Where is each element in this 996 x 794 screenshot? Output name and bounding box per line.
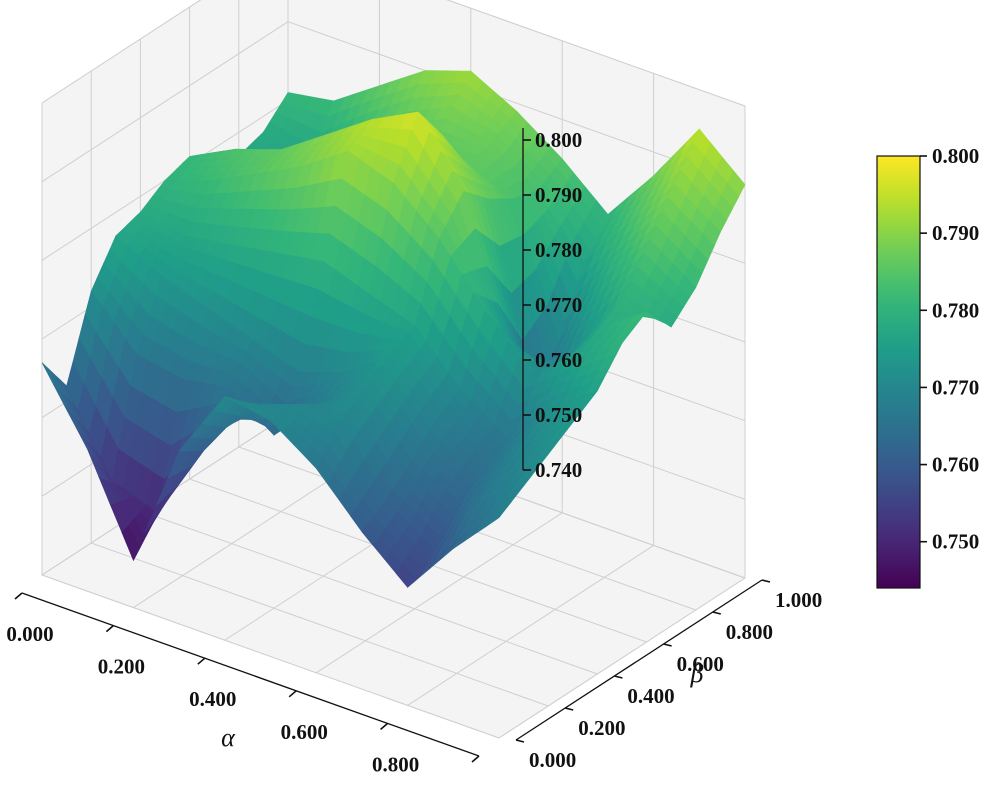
surface-mesh	[41, 70, 746, 588]
alpha-tick-label: 0.800	[372, 752, 419, 776]
beta-tick	[663, 643, 672, 647]
grid-line	[140, 510, 598, 675]
beta-tick-label: 0.200	[578, 716, 625, 740]
alpha-tick	[197, 657, 206, 665]
beta-tick	[761, 579, 771, 583]
grid-line	[498, 577, 746, 739]
beta-tick-label: 0.000	[529, 748, 576, 772]
grid-line	[407, 544, 654, 706]
z-tick-label: 0.750	[535, 403, 582, 427]
grid-line	[315, 512, 563, 674]
colorbar-tick-label: 0.750	[932, 530, 979, 554]
alpha-tick	[105, 624, 114, 633]
alpha-axis-title: α	[221, 723, 236, 752]
z-tick-label: 0.790	[535, 183, 582, 207]
beta-tick	[565, 707, 574, 711]
grid-line	[41, 574, 500, 739]
grid-line	[91, 542, 549, 707]
z-tick-label: 0.760	[535, 348, 582, 372]
beta-tick-label: 1.000	[775, 588, 822, 612]
beta-tick	[712, 611, 721, 615]
colorbar-tick-label: 0.790	[932, 221, 979, 245]
alpha-tick-label: 0.200	[98, 655, 145, 679]
alpha-tick-label: 0.600	[281, 720, 328, 744]
axes: 0.0000.2000.4000.6000.8001.000α0.0000.20…	[6, 128, 822, 794]
alpha-axis-line	[21, 592, 480, 757]
beta-axis-title: β	[690, 659, 704, 688]
colorbar-tick-label: 0.770	[932, 375, 979, 399]
grid-line	[41, 21, 289, 183]
beta-axis-line	[515, 579, 763, 741]
z-tick-label: 0.780	[535, 238, 582, 262]
alpha-tick	[14, 592, 23, 600]
beta-tick	[515, 739, 525, 743]
grid-line	[287, 21, 746, 186]
colorbar-tick-label: 0.780	[932, 298, 979, 322]
beta-tick-label: 0.800	[726, 620, 773, 644]
grid-line	[446, 0, 746, 107]
beta-tick	[614, 675, 623, 679]
alpha-tick-label: 0.000	[6, 622, 53, 646]
colorbar-tick-label: 0.800	[932, 144, 979, 168]
colorbar-gradient	[876, 155, 921, 589]
alpha-tick	[471, 755, 480, 763]
alpha-tick-label: 0.400	[189, 687, 236, 711]
grid-line	[41, 0, 202, 104]
alpha-tick	[288, 690, 297, 698]
z-tick-label: 0.770	[535, 293, 582, 317]
colorbar-tick-label: 0.760	[932, 453, 979, 477]
z-tick-label: 0.800	[535, 128, 582, 152]
beta-tick-label: 0.400	[627, 684, 674, 708]
z-tick-label: 0.740	[535, 458, 582, 482]
alpha-tick-label: 1.000	[463, 785, 510, 789]
colorbar: 0.750 0.760 0.770 0.780 0.790 0.800	[876, 144, 979, 589]
alpha-tick	[380, 722, 389, 731]
beta-tick-label: 0.600	[677, 652, 724, 676]
surface-patch	[487, 509, 506, 526]
